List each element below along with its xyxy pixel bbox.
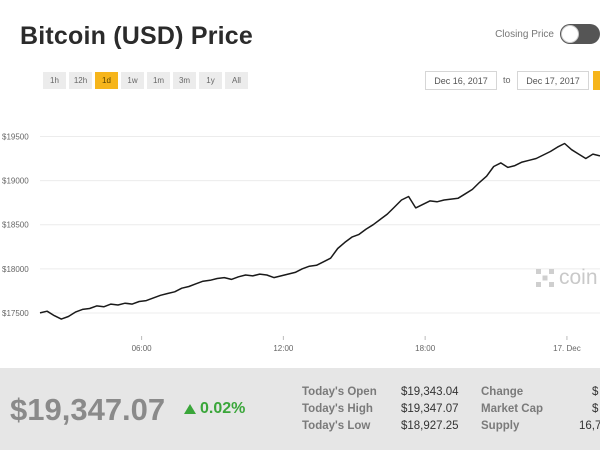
watermark-text: coin	[559, 266, 598, 289]
market-cap-label: Market Cap	[481, 403, 543, 415]
range-button-12h[interactable]: 12h	[69, 72, 92, 89]
date-from-input[interactable]: Dec 16, 2017	[425, 71, 497, 90]
todays-open-label: Today's Open	[302, 386, 377, 398]
supply-value: 16,7	[579, 420, 600, 432]
date-apply-button[interactable]	[593, 71, 600, 90]
range-button-1h[interactable]: 1h	[43, 72, 66, 89]
range-button-1m[interactable]: 1m	[147, 72, 170, 89]
todays-low-value: $18,927.25	[401, 420, 459, 432]
y-tick-label: $19000	[2, 177, 29, 186]
date-separator: to	[503, 75, 511, 85]
range-button-1d[interactable]: 1d	[95, 72, 118, 89]
todays-high-label: Today's High	[302, 403, 373, 415]
closing-price-label: Closing Price	[495, 28, 554, 40]
range-button-1w[interactable]: 1w	[121, 72, 144, 89]
range-selector: 1h 12h 1d 1w 1m 3m 1y All	[43, 72, 248, 89]
coindesk-logo-icon	[536, 269, 554, 287]
supply-label: Supply	[481, 420, 520, 432]
y-tick-label: $18000	[2, 265, 29, 274]
toggle-knob	[561, 25, 579, 43]
range-button-3m[interactable]: 3m	[173, 72, 196, 89]
watermark: coin	[535, 266, 598, 290]
y-tick-label: $17500	[2, 309, 29, 318]
page-title: Bitcoin (USD) Price	[20, 22, 253, 50]
x-tick-label: 17. Dec	[553, 344, 581, 353]
y-tick-label: $19500	[2, 132, 29, 141]
market-cap-value: $	[592, 403, 599, 415]
todays-high-value: $19,347.07	[401, 403, 459, 415]
price-change-value: 0.02%	[200, 400, 246, 417]
current-price: $19,347.07	[10, 392, 166, 427]
price-line	[39, 142, 600, 320]
todays-open-value: $19,343.04	[401, 386, 459, 398]
x-tick-label: 06:00	[132, 344, 153, 353]
up-arrow-icon	[184, 404, 196, 414]
date-to-input[interactable]: Dec 17, 2017	[517, 71, 589, 90]
todays-low-label: Today's Low	[302, 420, 371, 432]
x-tick-label: 12:00	[273, 344, 294, 353]
price-chart: $17500 $18000 $18500 $19000 $19500 06:00 12:00…	[2, 132, 600, 353]
change-label: Change	[481, 386, 524, 398]
x-tick-label: 18:00	[415, 344, 436, 353]
range-button-1y[interactable]: 1y	[199, 72, 222, 89]
range-button-all[interactable]: All	[225, 72, 248, 89]
closing-price-toggle-group: Closing Price	[495, 24, 600, 44]
change-value: $	[592, 386, 599, 398]
price-change: 0.02%	[184, 400, 245, 418]
y-tick-label: $18500	[2, 221, 29, 230]
price-summary-panel: $19,347.07 0.02% Today's Open $19,343.04…	[0, 368, 600, 450]
closing-price-toggle[interactable]	[560, 24, 600, 44]
